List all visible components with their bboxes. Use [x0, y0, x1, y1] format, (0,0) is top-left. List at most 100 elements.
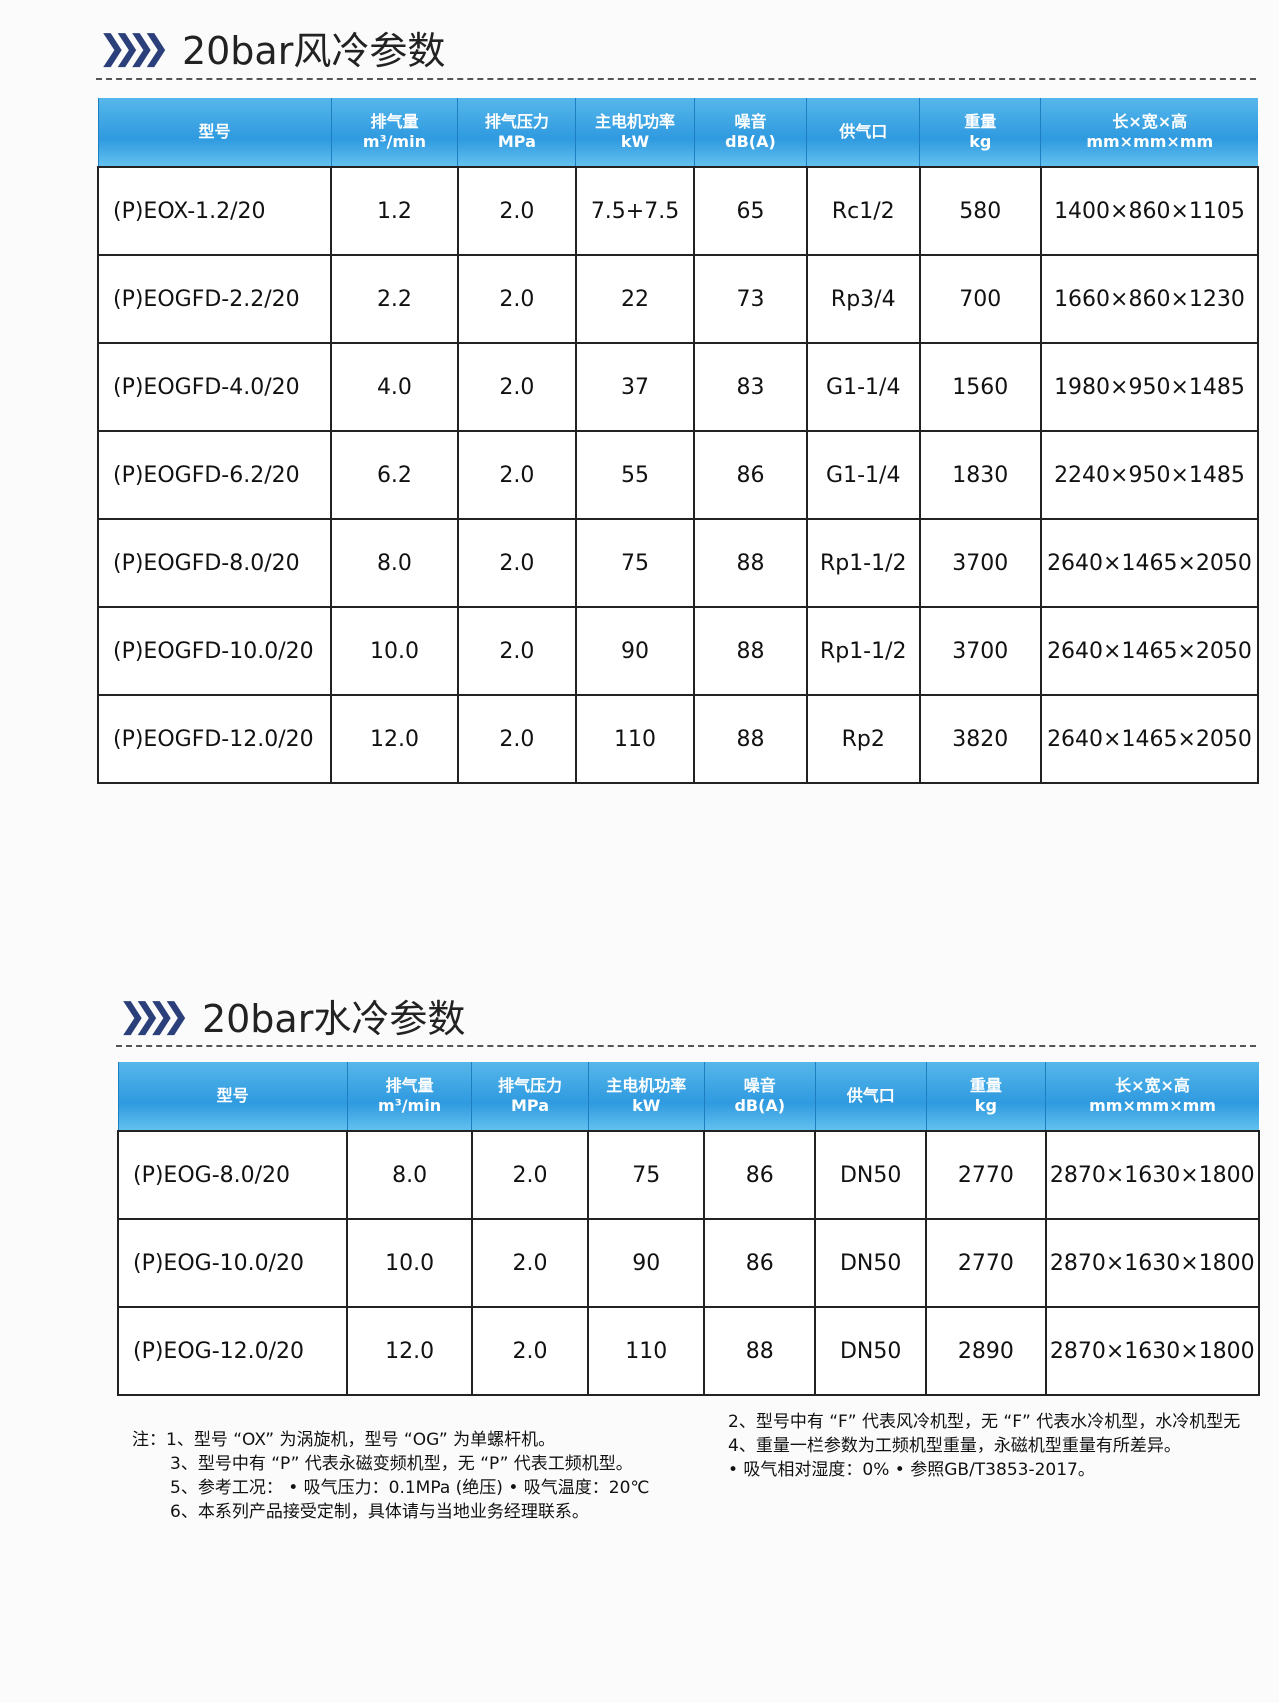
- value-cell: 7.5+7.5: [574, 166, 696, 256]
- value-cell: 86: [693, 430, 808, 520]
- column-header: 型号: [97, 98, 332, 167]
- header-unit: kW: [620, 132, 650, 151]
- value-cell: 37: [574, 342, 696, 432]
- header-label: 排气量: [385, 1076, 434, 1095]
- header-unit: mm×mm×mm: [1089, 1096, 1216, 1115]
- column-header: 排气量 m³/min: [330, 98, 458, 167]
- value-cell: 12.0: [346, 1306, 473, 1396]
- value-cell: 580: [918, 166, 1042, 256]
- value-cell: 88: [693, 694, 808, 784]
- value-cell: Rp1-1/2: [805, 518, 921, 608]
- value-cell: 2870×1630×1800: [1044, 1306, 1261, 1396]
- column-header: 噪音 dB(A): [703, 1062, 816, 1131]
- value-cell: 10.0: [346, 1218, 473, 1308]
- table-row: (P)EOG-8.0/20 8.0 2.0 75 86 DN50 2770 2870×1630…: [116, 1130, 1261, 1220]
- note: 2、型号中有 “F” 代表风冷机型，无 “F” 代表水冷机型，水冷机型无: [728, 1412, 1241, 1432]
- value-cell: 3820: [918, 694, 1042, 784]
- model-cell: (P)EOGFD-2.2/20: [96, 254, 333, 344]
- header-unit: kW: [632, 1096, 661, 1115]
- table-row: (P)EOG-12.0/20 12.0 2.0 110 88 DN50 2890 2870×1…: [116, 1306, 1261, 1396]
- table-row: (P)EOGFD-4.0/20 4.0 2.0 37 83 G1-1/4 1560 1980×…: [96, 342, 1260, 432]
- divider: [116, 1045, 1256, 1047]
- header-label: 排气压力: [484, 112, 549, 131]
- value-cell: DN50: [814, 1306, 928, 1396]
- chevrons-icon: ❯❯❯❯: [118, 995, 190, 1036]
- model-cell: (P)EOG-12.0/20: [116, 1306, 349, 1396]
- note: • 吸气相对湿度：0% • 参照GB/T3853-2017。: [728, 1460, 1095, 1480]
- column-header: 重量 kg: [925, 1062, 1046, 1131]
- value-cell: 2.2: [330, 254, 459, 344]
- header-label: 供气口: [839, 122, 888, 141]
- column-header: 长×宽×高 mm×mm×mm: [1040, 98, 1258, 167]
- header-unit: mm×mm×mm: [1086, 132, 1214, 151]
- water-cooled-title-text: 20bar水冷参数: [201, 997, 466, 1041]
- value-cell: 2.0: [456, 166, 577, 256]
- value-cell: 65: [693, 166, 808, 256]
- table-row: (P)EOGFD-10.0/20 10.0 2.0 90 88 Rp1-1/2 3700 26…: [96, 606, 1260, 696]
- value-cell: 1560: [918, 342, 1042, 432]
- value-cell: 700: [918, 254, 1042, 344]
- value-cell: Rp1-1/2: [805, 606, 921, 696]
- header-unit: m³/min: [362, 132, 426, 151]
- value-cell: 73: [693, 254, 808, 344]
- chevrons-icon: ❯❯❯❯: [98, 27, 170, 68]
- value-cell: 83: [693, 342, 808, 432]
- header-label: 长×宽×高: [1112, 112, 1188, 131]
- value-cell: 2.0: [470, 1218, 590, 1308]
- value-cell: 2770: [925, 1130, 1047, 1220]
- header-label: 型号: [198, 122, 231, 141]
- air-cooled-title-text: 20bar风冷参数: [181, 29, 446, 73]
- header-label: 主电机功率: [595, 112, 676, 131]
- model-cell: (P)EOG-8.0/20: [116, 1130, 349, 1220]
- note: 6、本系列产品接受定制，具体请与当地业务经理联系。: [170, 1502, 589, 1522]
- header-label: 噪音: [734, 112, 767, 131]
- value-cell: 22: [574, 254, 696, 344]
- model-cell: (P)EOG-10.0/20: [116, 1218, 349, 1308]
- value-cell: G1-1/4: [805, 342, 921, 432]
- value-cell: 2640×1465×2050: [1039, 694, 1260, 784]
- header-label: 型号: [216, 1086, 249, 1105]
- header-label: 重量: [964, 112, 997, 131]
- header-label: 排气压力: [498, 1076, 563, 1095]
- value-cell: 2.0: [470, 1306, 590, 1396]
- value-cell: 2.0: [456, 694, 577, 784]
- air-cooled-title: ❯❯❯❯ 20bar风冷参数: [98, 20, 445, 75]
- water-cooled-title: ❯❯❯❯ 20bar水冷参数: [118, 988, 465, 1043]
- value-cell: 8.0: [330, 518, 459, 608]
- table-row: (P)EOGFD-8.0/20 8.0 2.0 75 88 Rp1-1/2 3700 2640…: [96, 518, 1260, 608]
- value-cell: 90: [587, 1218, 706, 1308]
- note: 4、重量一栏参数为工频机型重量，永磁机型重量有所差异。: [728, 1436, 1181, 1456]
- table-row: (P)EOG-10.0/20 10.0 2.0 90 86 DN50 2770 2870×16…: [116, 1218, 1261, 1308]
- value-cell: 110: [587, 1306, 706, 1396]
- note: 注：1、型号 “OX” 为涡旋机，型号 “OG” 为单螺杆机。: [132, 1430, 556, 1450]
- model-cell: (P)EOGFD-10.0/20: [96, 606, 333, 696]
- header-label: 噪音: [743, 1076, 776, 1095]
- value-cell: 3700: [918, 606, 1042, 696]
- water-cooled-table: 型号 排气量 m³/min 排气压力 MPa 主电机功率 kW 噪音 dB(A) 供气口 重量 kg 长…: [116, 1062, 1261, 1396]
- model-cell: (P)EOGFD-6.2/20: [96, 430, 333, 520]
- value-cell: 90: [574, 606, 696, 696]
- model-cell: (P)EOGFD-4.0/20: [96, 342, 333, 432]
- column-header: 重量 kg: [919, 98, 1041, 167]
- notes-left: 注：1、型号 “OX” 为涡旋机，型号 “OG” 为单螺杆机。 3、型号中有 “…: [132, 1428, 650, 1524]
- column-header: 排气压力 MPa: [471, 1062, 589, 1131]
- notes-right: 2、型号中有 “F” 代表风冷机型，无 “F” 代表水冷机型，水冷机型无 4、重…: [728, 1410, 1240, 1482]
- value-cell: 1980×950×1485: [1039, 342, 1260, 432]
- header-unit: m³/min: [378, 1096, 442, 1115]
- column-header: 供气口: [806, 98, 920, 167]
- value-cell: 1.2: [330, 166, 459, 256]
- value-cell: DN50: [814, 1218, 928, 1308]
- header-unit: kg: [969, 132, 992, 151]
- value-cell: Rp2: [805, 694, 921, 784]
- value-cell: 2890: [925, 1306, 1047, 1396]
- column-header: 排气压力 MPa: [457, 98, 576, 167]
- value-cell: 2240×950×1485: [1039, 430, 1260, 520]
- header-row: 型号 排气量 m³/min 排气压力 MPa 主电机功率 kW 噪音 dB(A) 供气口 重量 kg 长…: [97, 98, 1258, 167]
- value-cell: 86: [703, 1130, 817, 1220]
- header-unit: MPa: [511, 1096, 550, 1115]
- column-header: 噪音 dB(A): [693, 98, 807, 167]
- header-row: 型号 排气量 m³/min 排气压力 MPa 主电机功率 kW 噪音 dB(A) 供气口 重量 kg 长…: [117, 1062, 1259, 1131]
- value-cell: 2640×1465×2050: [1039, 518, 1260, 608]
- value-cell: Rc1/2: [805, 166, 921, 256]
